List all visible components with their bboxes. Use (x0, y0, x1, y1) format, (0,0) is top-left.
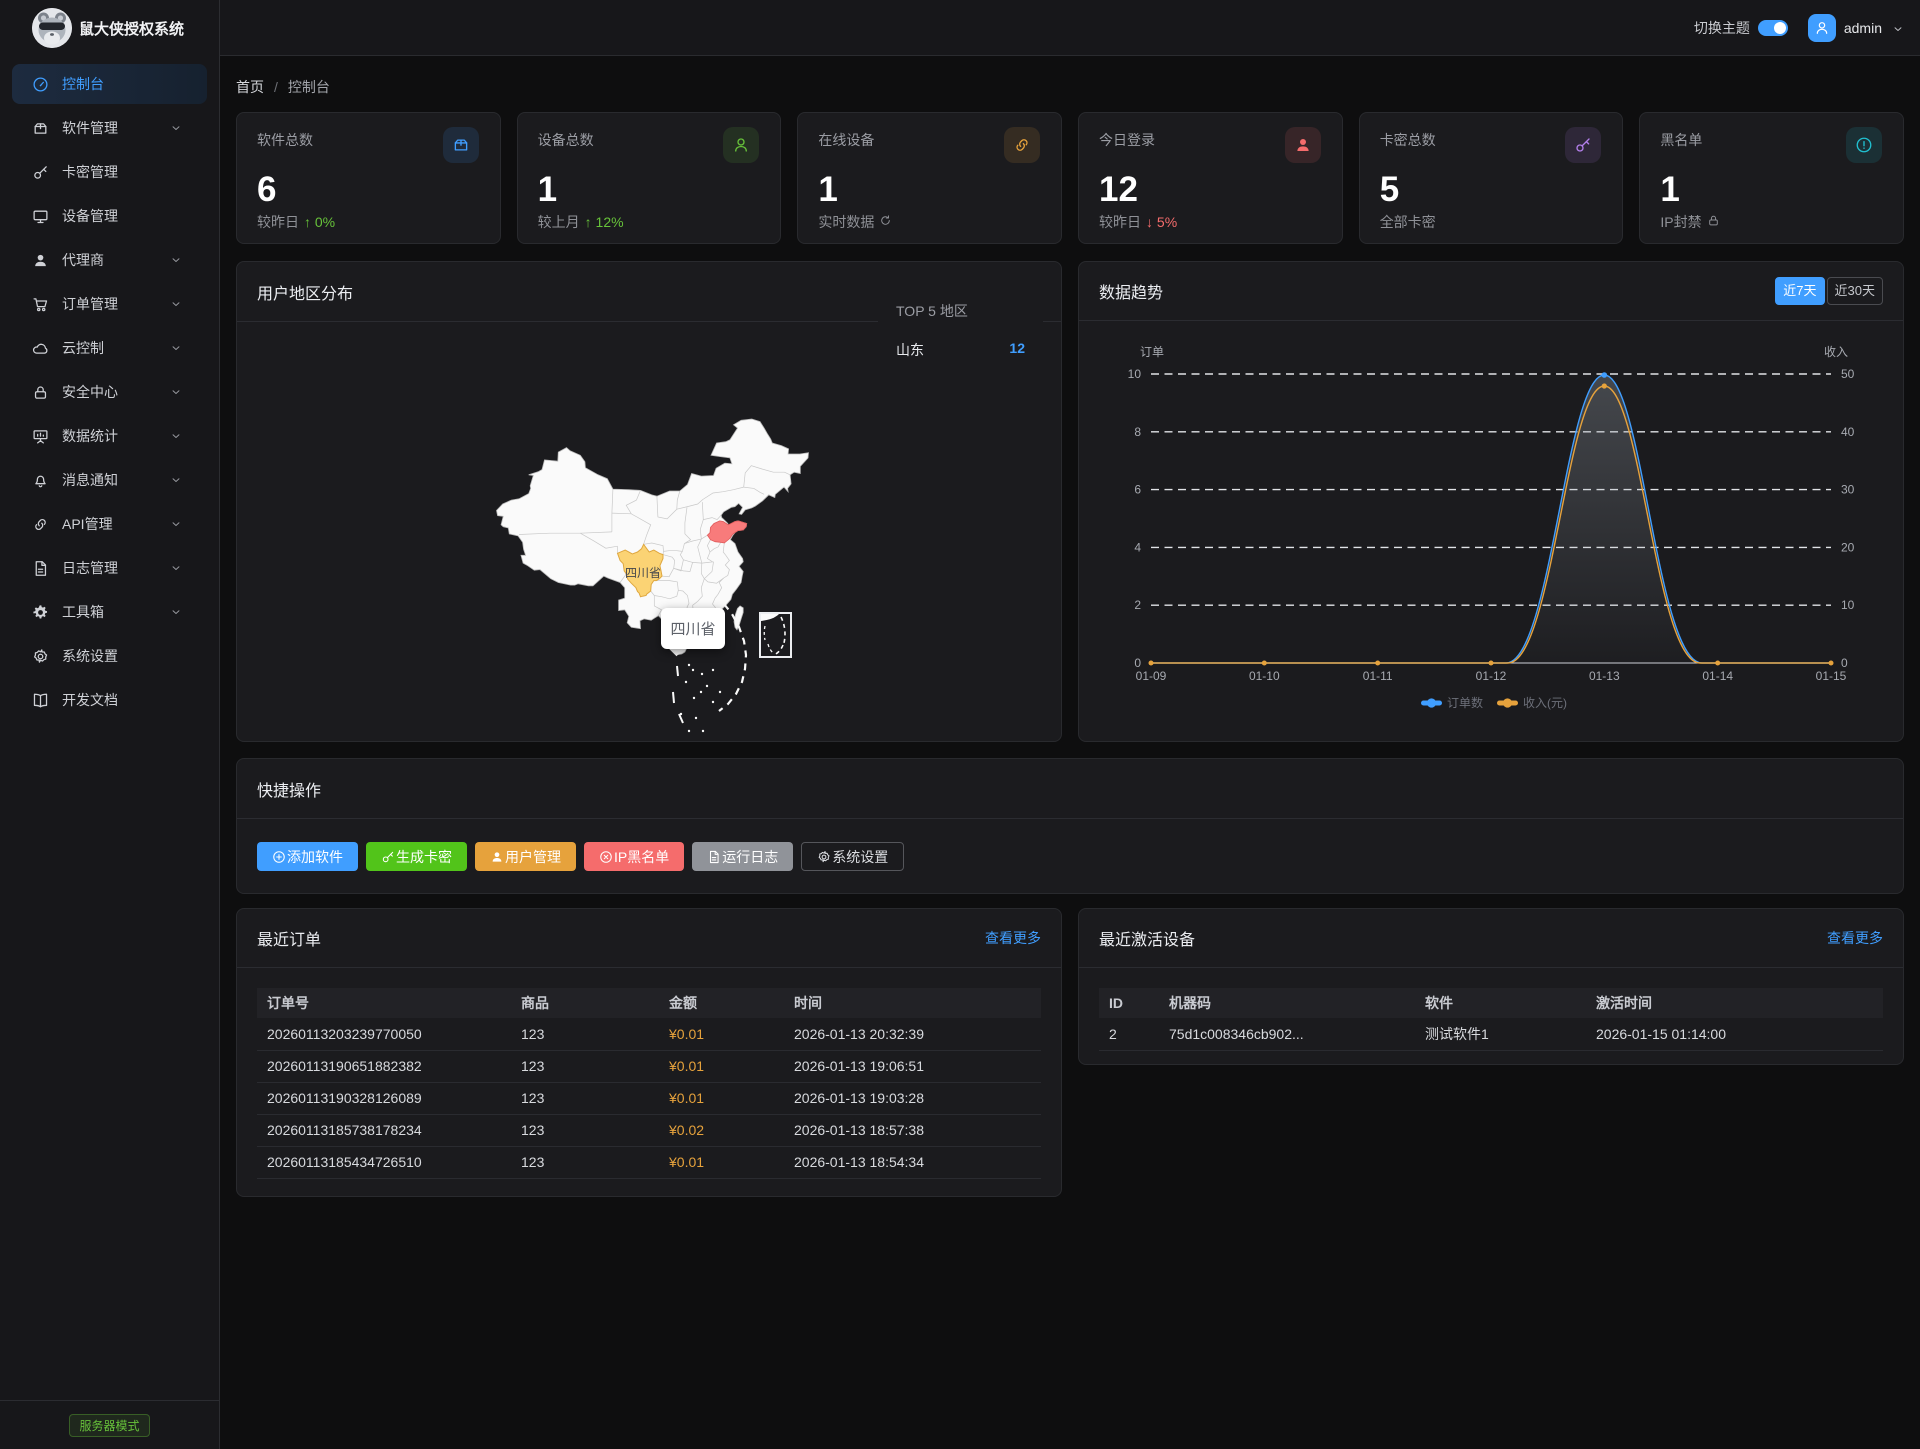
svg-text:01-09: 01-09 (1136, 669, 1167, 683)
svg-text:01-14: 01-14 (1702, 669, 1733, 683)
svg-text:2: 2 (1134, 598, 1141, 612)
svg-text:收入: 收入 (1824, 345, 1848, 359)
svg-text:订单数: 订单数 (1447, 695, 1483, 710)
svg-text:30: 30 (1841, 483, 1855, 497)
svg-text:01-10: 01-10 (1249, 669, 1280, 683)
svg-text:01-13: 01-13 (1589, 669, 1620, 683)
svg-text:0: 0 (1134, 656, 1141, 670)
svg-text:8: 8 (1134, 425, 1141, 439)
svg-text:20: 20 (1841, 540, 1855, 554)
svg-text:01-11: 01-11 (1363, 669, 1393, 683)
svg-text:4: 4 (1134, 540, 1141, 554)
svg-text:10: 10 (1841, 598, 1855, 612)
svg-text:01-12: 01-12 (1476, 669, 1507, 683)
svg-text:订单: 订单 (1140, 345, 1164, 359)
svg-text:6: 6 (1134, 483, 1141, 497)
svg-text:40: 40 (1841, 425, 1855, 439)
svg-text:10: 10 (1128, 367, 1142, 381)
svg-text:01-15: 01-15 (1816, 669, 1847, 683)
svg-text:50: 50 (1841, 367, 1855, 381)
svg-text:收入(元): 收入(元) (1523, 696, 1567, 710)
svg-text:0: 0 (1841, 656, 1848, 670)
